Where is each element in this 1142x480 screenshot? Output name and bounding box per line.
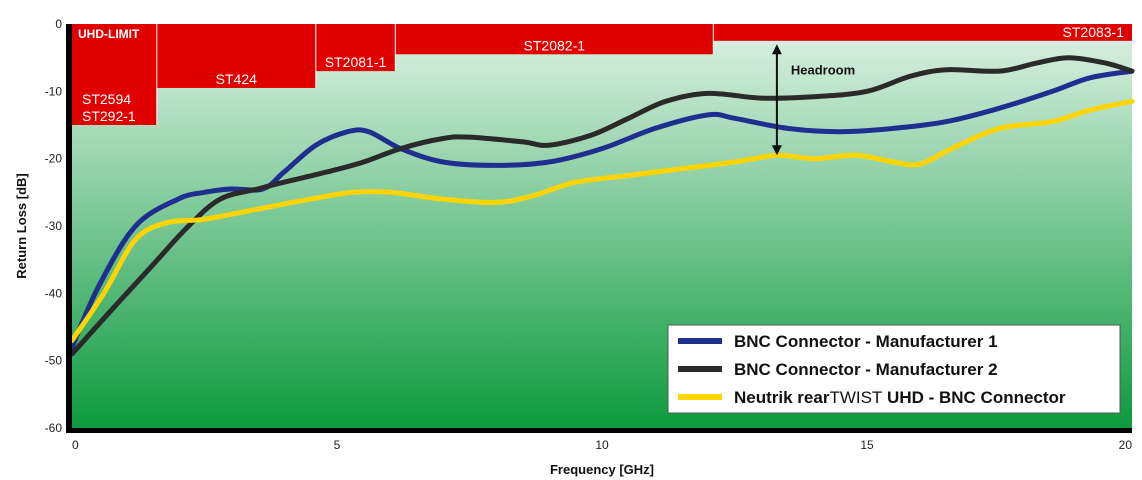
- series-line-manufacturer-2: [69, 55, 1135, 357]
- limit-label: ST2594: [82, 91, 131, 107]
- x-axis-line: [66, 428, 1132, 433]
- headroom-arrow-head-down: [771, 145, 782, 156]
- x-axis-title: Frequency [GHz]: [550, 462, 654, 477]
- y-tick-label: -20: [45, 152, 63, 166]
- limit-label: ST2082-1: [524, 37, 586, 53]
- x-tick-label: 20: [1119, 438, 1133, 452]
- limit-label: ST292-1: [82, 108, 136, 124]
- legend-label: BNC Connector - Manufacturer 1: [734, 332, 998, 351]
- x-tick-label: 0: [72, 438, 79, 452]
- y-axis-line: [66, 24, 72, 428]
- series-line-manufacturer-1: [69, 68, 1135, 350]
- legend-box: [667, 324, 1121, 414]
- y-tick-label: -50: [45, 354, 63, 368]
- y-tick-label: -30: [45, 219, 63, 233]
- uhd-limit-label: UHD-LIMIT: [78, 27, 140, 41]
- limit-step-3: [315, 24, 396, 72]
- limit-step-2: [156, 24, 316, 88]
- x-tick-label: 10: [595, 438, 609, 452]
- headroom-arrow-head-up: [771, 44, 782, 55]
- x-tick-label: 15: [860, 438, 874, 452]
- limit-step-5: [713, 24, 1132, 41]
- y-axis-title: Return Loss [dB]: [14, 173, 29, 278]
- y-tick-label: -40: [45, 286, 63, 300]
- y-tick-label: -60: [45, 421, 63, 435]
- limit-label: ST2083-1: [1063, 24, 1125, 40]
- limit-step-4: [395, 24, 714, 55]
- headroom-label: Headroom: [791, 63, 855, 78]
- x-tick-label: 5: [334, 438, 341, 452]
- annotation-layer: Headroom: [771, 44, 855, 156]
- limit-label: ST2081-1: [325, 54, 387, 70]
- y-tick-label: 0: [55, 17, 62, 31]
- series-line-neutrik-reartwist: [69, 98, 1135, 343]
- legend-label: Neutrik rearTWIST UHD - BNC Connector: [734, 388, 1066, 407]
- series-layer: [69, 55, 1135, 357]
- legend: BNC Connector - Manufacturer 1 BNC Connec…: [667, 324, 1121, 414]
- y-tick-label: -10: [45, 84, 63, 98]
- legend-label: BNC Connector - Manufacturer 2: [734, 360, 998, 379]
- limit-step-1: [72, 24, 157, 125]
- limit-label: ST424: [216, 71, 257, 87]
- axis-layer: 0 -10 -20 -30 -40 -50 -60 0 5 10 15 20: [45, 17, 1133, 452]
